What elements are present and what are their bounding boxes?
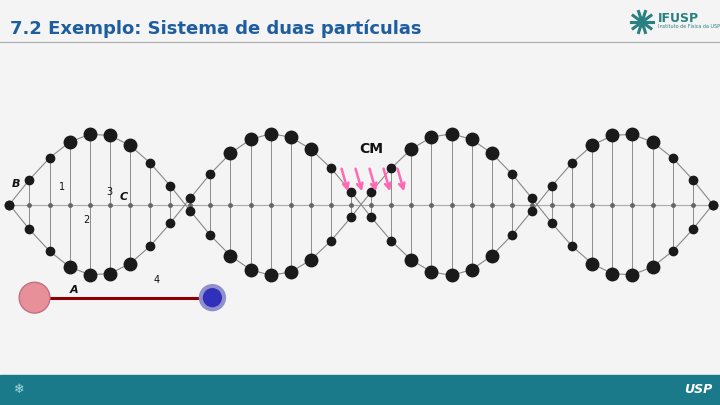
Text: IFUSP: IFUSP — [658, 11, 699, 24]
Text: A: A — [69, 286, 78, 295]
Text: 1: 1 — [58, 181, 65, 192]
Text: 4: 4 — [153, 275, 160, 286]
Circle shape — [204, 289, 221, 307]
Text: 7.2 Exemplo: Sistema de duas partículas: 7.2 Exemplo: Sistema de duas partículas — [10, 20, 421, 38]
Text: B: B — [12, 179, 20, 188]
Text: 3: 3 — [106, 187, 112, 196]
Text: 2: 2 — [84, 215, 89, 224]
Bar — [0, 375, 720, 405]
Text: Instituto de Física da USP: Instituto de Física da USP — [658, 24, 720, 30]
Text: USP: USP — [684, 383, 712, 396]
Text: CM: CM — [359, 142, 383, 156]
Circle shape — [199, 285, 225, 311]
Text: C: C — [120, 192, 127, 202]
Circle shape — [19, 282, 50, 313]
Text: ❄: ❄ — [14, 383, 24, 396]
